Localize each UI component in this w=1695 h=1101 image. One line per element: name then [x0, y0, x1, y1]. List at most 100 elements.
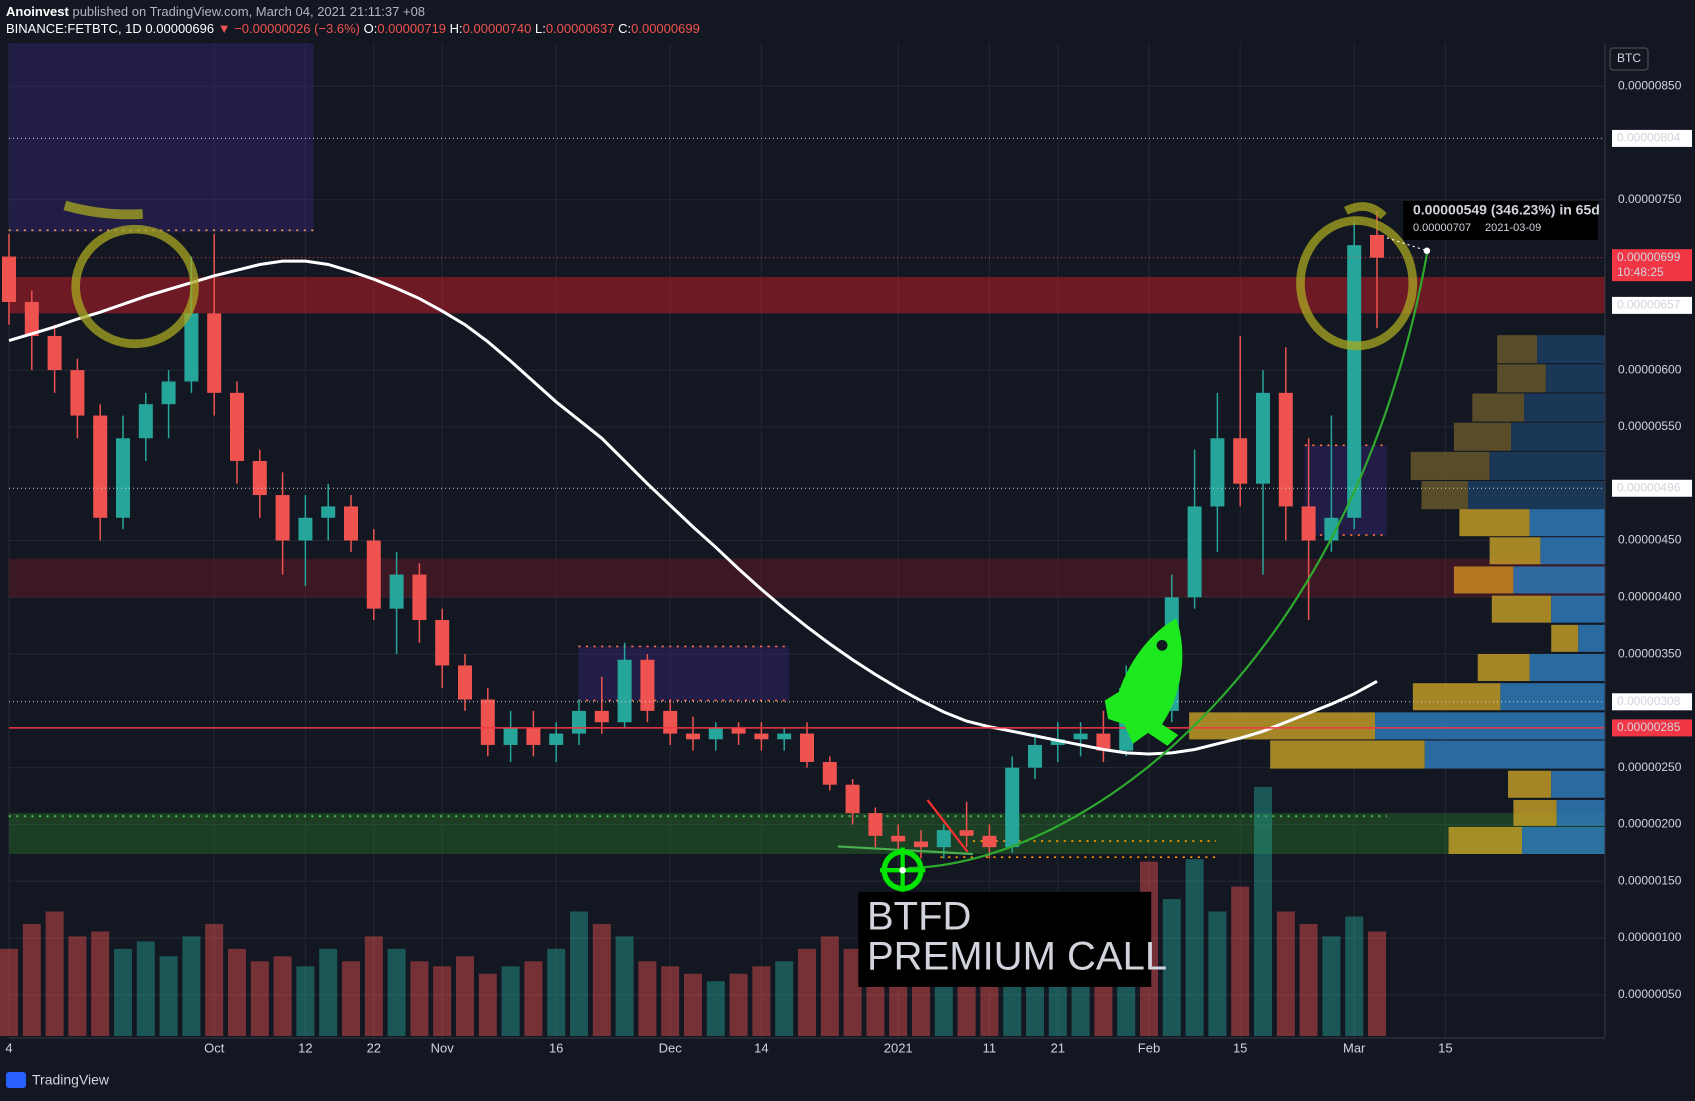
candle-body	[412, 574, 427, 621]
author: Anoinvest	[6, 4, 70, 19]
drawing-boxes	[8, 43, 1606, 859]
candle-body	[982, 835, 997, 848]
change: ▼ −0.00000026 (−3.6%)	[218, 21, 360, 36]
x-tick-label: Oct	[204, 1040, 225, 1055]
candle-body	[1278, 392, 1293, 507]
ohlc-value: 0.00000699	[631, 21, 700, 36]
ohlc-value: 0.00000719	[377, 21, 446, 36]
volume-bar	[478, 973, 497, 1036]
volume-bar	[1299, 923, 1318, 1036]
highlight-stroke	[63, 200, 143, 220]
candle-body	[298, 517, 313, 541]
box	[578, 646, 790, 701]
volume-bar	[592, 923, 611, 1036]
volume-bar	[684, 973, 702, 1036]
volume-bar	[843, 948, 862, 1036]
y-tick-label: 0.00000400	[1618, 589, 1682, 603]
y-tick-label: 0.00000750	[1618, 192, 1682, 206]
volume-bar	[250, 961, 269, 1036]
volume-bar	[22, 923, 41, 1036]
arrow-line	[926, 799, 969, 853]
candle-body	[389, 574, 404, 609]
x-tick-label: 14	[754, 1040, 768, 1055]
target	[899, 866, 906, 874]
legend-line: BINANCE:FETBTC, 1D 0.00000696 ▼ −0.00000…	[6, 21, 700, 36]
candle-body	[138, 404, 153, 439]
x-tick-label: 21	[1051, 1040, 1065, 1055]
rocket-window	[1156, 639, 1168, 651]
x-tick-label: 4	[5, 1040, 12, 1055]
x-tick-label: Nov	[431, 1040, 455, 1055]
volume-bar	[820, 936, 839, 1036]
box	[8, 43, 314, 233]
highlight-stroke	[1343, 202, 1387, 220]
published: published on TradingView.com, March 04, …	[72, 4, 425, 19]
candle-body	[70, 370, 85, 416]
volume-bar	[1345, 916, 1364, 1036]
level-sublabel: 10:48:25	[1617, 265, 1664, 279]
candle-body	[914, 841, 928, 848]
volume-bar	[296, 966, 315, 1036]
level-tag	[1612, 479, 1692, 497]
last-price: 0.00000696	[145, 21, 214, 36]
level-tag	[1612, 693, 1692, 711]
x-tick-label: Mar	[1343, 1040, 1366, 1055]
volume-bar	[1276, 911, 1295, 1036]
volume-bar	[1368, 931, 1386, 1036]
level-label: 0.00000496	[1617, 480, 1681, 494]
y-tick-label: 0.00000250	[1618, 760, 1682, 774]
header-line: Anoinvest published on TradingView.com, …	[6, 4, 425, 19]
candle-body	[435, 620, 450, 666]
volume-bar	[136, 941, 155, 1036]
candle-body	[549, 733, 564, 745]
ohlc-value: 0.00000637	[546, 21, 615, 36]
candle-body	[1073, 733, 1088, 740]
candle-body	[822, 761, 837, 785]
candle-body	[184, 313, 199, 382]
x-tick-label: 15	[1233, 1040, 1247, 1055]
measure-text: 0.00000549 (346.23%) in 65d	[1413, 202, 1600, 218]
candle-body	[1187, 506, 1202, 598]
candle-body	[2, 256, 16, 302]
candle-body	[252, 460, 267, 496]
candle-body	[777, 733, 792, 740]
box	[1304, 445, 1387, 536]
candle-body	[686, 733, 700, 740]
candle-body	[594, 710, 609, 723]
candle-body	[344, 506, 358, 541]
drawings	[63, 200, 1598, 987]
volume-bar	[1231, 886, 1250, 1036]
volume-bar	[45, 911, 64, 1036]
candle-body	[731, 727, 746, 734]
volume-bar	[1322, 936, 1341, 1036]
y-tick-label: 0.00000200	[1618, 817, 1682, 831]
volume-bar	[547, 948, 566, 1036]
zone	[9, 813, 1605, 854]
volume-bar	[752, 966, 771, 1036]
y-tick-label: 0.00000050	[1618, 987, 1682, 1001]
zone	[9, 558, 1605, 598]
y-tick-label: 0.00000550	[1618, 419, 1682, 433]
candle-body	[572, 710, 586, 734]
volume-bar	[182, 936, 201, 1036]
symbol: BINANCE:FETBTC, 1D	[6, 21, 142, 36]
volume-bar	[524, 961, 543, 1036]
currency: BTC	[1617, 51, 1641, 65]
candle-body	[366, 540, 381, 609]
volume-bar	[205, 923, 224, 1036]
logo	[6, 1072, 26, 1088]
volume-bar	[114, 948, 132, 1036]
x-tick-label: Feb	[1138, 1040, 1160, 1055]
volume-bar	[570, 911, 588, 1036]
candle-body	[800, 733, 814, 762]
x-tick-label: 2021	[884, 1040, 913, 1055]
candle-body	[640, 659, 655, 711]
x-tick-label: 22	[367, 1040, 381, 1055]
candle-body	[868, 813, 883, 836]
candle-body	[754, 733, 769, 740]
volume-bar	[501, 966, 520, 1036]
y-tick-label: 0.00000450	[1618, 533, 1682, 547]
volume-bar	[798, 948, 816, 1036]
ohlc-label: O:	[364, 21, 378, 36]
